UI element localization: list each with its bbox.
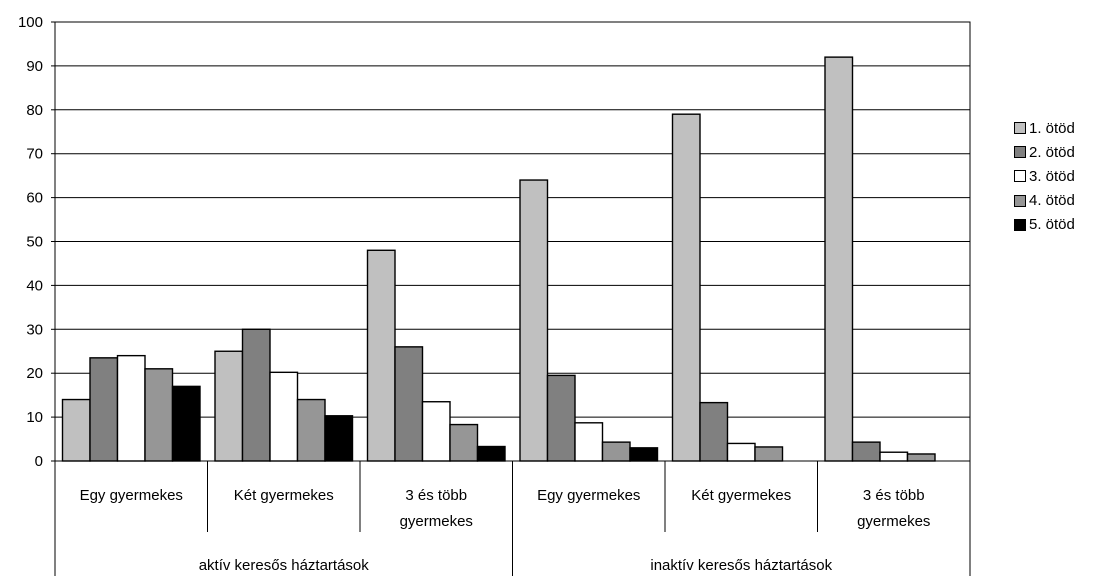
- x-category-label: gyermekes: [400, 513, 473, 530]
- legend-label: 3. ötöd: [1029, 167, 1075, 185]
- bar-2-otod: [394, 346, 424, 462]
- legend-swatch: [1014, 146, 1026, 159]
- bar-5-otod: [171, 385, 201, 462]
- y-tick-label: 20: [26, 365, 43, 382]
- legend-label: 5. ötöd: [1029, 216, 1075, 234]
- legend-swatch: [1014, 122, 1026, 135]
- bar-3-otod: [269, 371, 299, 462]
- bar-3-otod: [421, 401, 451, 462]
- x-group-label: aktív keresős háztartások: [199, 557, 370, 574]
- bar-2-otod: [89, 357, 119, 462]
- y-tick-label: 60: [26, 190, 43, 207]
- legend-swatch: [1014, 194, 1026, 207]
- x-category-label: Egy gyermekes: [537, 487, 640, 504]
- y-tick-label: 80: [26, 102, 43, 119]
- bar-4-otod: [449, 423, 479, 462]
- legend-label: 1. ötöd: [1029, 119, 1075, 137]
- bar-1-otod: [671, 113, 701, 462]
- x-group-label: inaktív keresős háztartások: [650, 557, 832, 574]
- y-tick-label: 0: [35, 453, 43, 470]
- legend-swatch: [1014, 218, 1026, 231]
- bar-2-otod: [241, 328, 271, 462]
- bar-4-otod: [601, 441, 631, 462]
- bar-2-otod: [546, 374, 576, 462]
- bar-5-otod: [629, 447, 659, 462]
- bar-4-otod: [906, 453, 936, 462]
- legend-label: 4. ötöd: [1029, 192, 1075, 210]
- x-category-label: 3 és több: [863, 487, 925, 504]
- legend-item: 4. ötöd: [1014, 189, 1075, 213]
- legend-label: 2. ötöd: [1029, 143, 1075, 161]
- bar-1-otod: [824, 56, 854, 462]
- bar-4-otod: [144, 368, 174, 462]
- bar-2-otod: [699, 401, 729, 462]
- bar-5-otod: [324, 415, 354, 462]
- y-tick-label: 70: [26, 146, 43, 163]
- y-tick-label: 90: [26, 58, 43, 75]
- legend-swatch: [1014, 170, 1026, 183]
- legend-item: 5. ötöd: [1014, 213, 1075, 237]
- bar-1-otod: [366, 249, 396, 462]
- bars: [61, 56, 936, 462]
- legend-item: 2. ötöd: [1014, 140, 1075, 164]
- legend-item: 1. ötöd: [1014, 116, 1075, 140]
- y-tick-label: 30: [26, 321, 43, 338]
- x-axis-labels: Egy gyermekes Két gyermekes 3 és több gyerm…: [80, 487, 931, 574]
- bar-1-otod: [214, 350, 244, 462]
- y-tick-label: 100: [18, 14, 43, 31]
- legend: 1. ötöd 2. ötöd 3. ötöd 4. ötöd 5. ötöd: [1014, 116, 1075, 237]
- bar-2-otod: [851, 441, 881, 462]
- bar-3-otod: [726, 442, 756, 462]
- x-category-label: Két gyermekes: [234, 487, 334, 504]
- bar-4-otod: [754, 446, 784, 462]
- bar-4-otod: [296, 398, 326, 462]
- x-category-label: Két gyermekes: [691, 487, 791, 504]
- x-category-label: 3 és több: [405, 487, 467, 504]
- y-tick-label: 10: [26, 409, 43, 426]
- legend-item: 3. ötöd: [1014, 164, 1075, 188]
- bar-5-otod: [476, 445, 506, 462]
- y-tick-label: 50: [26, 234, 43, 251]
- x-category-label: gyermekes: [857, 513, 930, 530]
- bar-3-otod: [879, 451, 909, 462]
- x-category-label: Egy gyermekes: [80, 487, 183, 504]
- bar-1-otod: [519, 179, 549, 462]
- bar-3-otod: [116, 354, 146, 462]
- y-tick-label: 40: [26, 277, 43, 294]
- bar-1-otod: [61, 398, 91, 462]
- bar-3-otod: [574, 422, 604, 462]
- axes: [54, 21, 971, 576]
- y-axis-ticks: 0 10 20 30 40 50 60 70 80 90 100: [18, 14, 55, 470]
